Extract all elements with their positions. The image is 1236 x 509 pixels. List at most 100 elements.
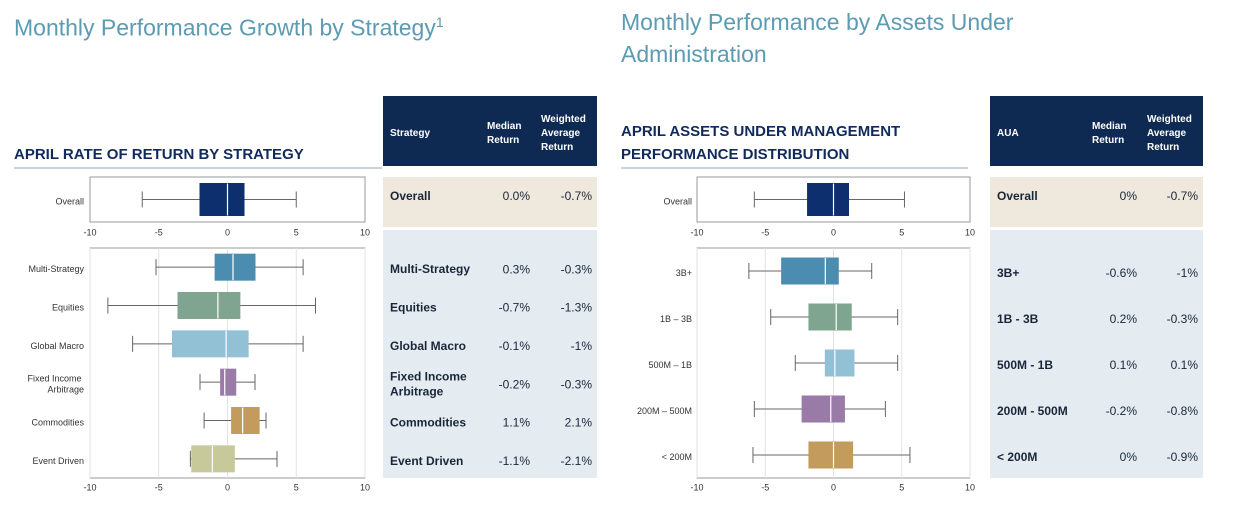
x-tick-label: 0 [225, 482, 230, 492]
box [191, 445, 235, 473]
box [231, 407, 260, 434]
cell: 0.2% [1110, 312, 1138, 326]
y-tick-label: Multi-Strategy [28, 265, 84, 275]
cell: 2.1% [565, 416, 593, 430]
cell: -0.6% [1106, 266, 1138, 280]
y-tick-label: < 200M [662, 452, 692, 462]
y-tick-label: 200M – 500M [637, 406, 692, 416]
y-tick-label: 1B – 3B [660, 314, 692, 324]
column-header: AUA [997, 128, 1019, 139]
cell: -0.8% [1167, 404, 1199, 418]
row-label: Global Macro [390, 339, 466, 353]
cell: -0.7% [1167, 189, 1199, 203]
x-tick-label: 10 [965, 482, 975, 492]
row-label: 500M - 1B [997, 358, 1053, 372]
cell: -0.3% [1167, 312, 1199, 326]
y-tick-label: Overall [55, 197, 84, 207]
column-header: Median Return [487, 121, 524, 146]
cell: -0.7% [561, 189, 593, 203]
y-tick-label: Overall [663, 197, 692, 207]
cell: -0.2% [499, 377, 531, 391]
cell: 0.1% [1171, 358, 1199, 372]
row-label: Fixed Income Arbitrage [390, 370, 470, 399]
row-label: < 200M [997, 450, 1037, 464]
row-bg [383, 230, 597, 478]
cell: -1% [571, 339, 593, 353]
cell: 0% [1120, 189, 1138, 203]
box [199, 183, 245, 216]
cell: -0.1% [499, 339, 531, 353]
box [801, 395, 845, 423]
cell: 0% [1120, 450, 1138, 464]
cell: -2.1% [561, 454, 593, 468]
x-tick-label: 0 [831, 227, 836, 237]
row-label: 3B+ [997, 266, 1019, 280]
box [808, 303, 852, 331]
cell: -1.3% [561, 301, 593, 315]
y-tick-label: 3B+ [676, 268, 692, 278]
box [214, 253, 256, 281]
column-header: Strategy [390, 128, 430, 139]
cell: -0.7% [499, 301, 531, 315]
x-tick-label: 0 [225, 227, 230, 237]
x-tick-label: -10 [83, 482, 96, 492]
x-tick-label: 10 [360, 482, 370, 492]
chart-title: APRIL RATE OF RETURN BY STRATEGY [14, 146, 304, 163]
cell: -0.9% [1167, 450, 1199, 464]
row-label: Commodities [390, 416, 466, 430]
row-label: Overall [390, 189, 431, 203]
y-tick-label: Global Macro [30, 341, 84, 351]
row-label: 200M - 500M [997, 404, 1068, 418]
x-tick-label: -10 [690, 482, 703, 492]
row-label: Multi-Strategy [390, 262, 470, 276]
row-label: Equities [390, 301, 437, 315]
row-bg [990, 177, 1203, 227]
x-tick-label: 5 [294, 227, 299, 237]
x-tick-label: 5 [899, 482, 904, 492]
column-header: Median Return [1092, 121, 1129, 146]
heading: Monthly Performance Growth by Strategy1 [14, 6, 574, 44]
chart-title: APRIL ASSETS UNDER MANAGEMENT PERFORMANC… [621, 123, 901, 163]
y-tick-label: 500M – 1B [648, 360, 692, 370]
x-tick-label: -5 [761, 482, 769, 492]
x-tick-label: 5 [294, 482, 299, 492]
box [808, 441, 854, 469]
box [220, 368, 237, 396]
cell: -1.1% [499, 454, 531, 468]
x-tick-label: -5 [155, 482, 163, 492]
y-tick-label: Commodities [31, 418, 84, 428]
x-tick-label: -5 [155, 227, 163, 237]
box [807, 183, 850, 216]
heading-text: Monthly Performance by Assets Under Admi… [621, 9, 1014, 67]
x-tick-label: -10 [83, 227, 96, 237]
x-tick-label: 10 [360, 227, 370, 237]
box [172, 330, 249, 358]
footnote-mark: 1 [435, 14, 444, 30]
row-bg [383, 177, 597, 227]
table-header [990, 96, 1203, 166]
cell: 1.1% [503, 416, 531, 430]
x-tick-label: 10 [965, 227, 975, 237]
box [177, 292, 241, 319]
cell: 0.1% [1110, 358, 1138, 372]
box [781, 257, 839, 285]
column-header: Weighted Average Return [541, 114, 589, 153]
cell: -0.3% [561, 377, 593, 391]
table-header [383, 96, 597, 166]
column-header: Weighted Average Return [1147, 114, 1195, 153]
box [824, 349, 855, 377]
row-label: Overall [997, 189, 1038, 203]
cell: -0.3% [561, 262, 593, 276]
x-tick-label: -5 [761, 227, 769, 237]
cell: 0.3% [503, 262, 531, 276]
row-label: 1B - 3B [997, 312, 1039, 326]
cell: 0.0% [503, 189, 531, 203]
heading-text: Monthly Performance Growth by Strategy [14, 14, 436, 41]
cell: -0.2% [1106, 404, 1138, 418]
x-tick-label: 5 [899, 227, 904, 237]
y-tick-label: Event Driven [32, 456, 84, 466]
x-tick-label: -10 [690, 227, 703, 237]
y-tick-label: Equities [52, 303, 85, 313]
